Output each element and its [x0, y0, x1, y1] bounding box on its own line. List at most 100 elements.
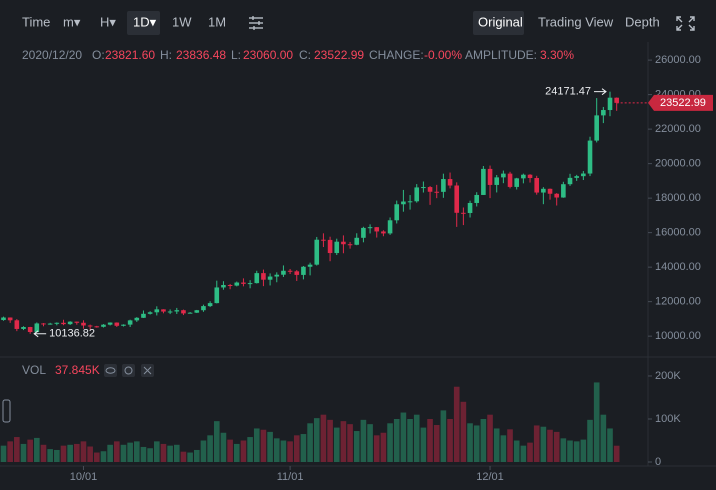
volume-bar — [100, 451, 107, 462]
candle-body — [474, 194, 480, 203]
candle-body — [567, 177, 573, 185]
volume-bar — [427, 418, 433, 462]
view-button[interactable]: Original — [478, 14, 523, 29]
interval-button[interactable]: 1D▾ — [133, 14, 157, 29]
volume-bar — [440, 410, 447, 462]
candle-body — [114, 322, 120, 326]
candle-body — [241, 282, 246, 284]
candle-body — [347, 244, 353, 246]
candle-body — [207, 303, 213, 307]
candle-body — [174, 310, 180, 312]
candle-body — [447, 179, 453, 186]
volume-bar — [313, 418, 320, 462]
candle-body — [561, 184, 566, 198]
candle-body — [94, 326, 100, 328]
x-tick-label: 10/01 — [70, 471, 98, 483]
volume-bar — [327, 419, 333, 462]
volume-bar — [34, 437, 40, 462]
candle-body — [507, 173, 513, 187]
candle-body — [387, 220, 393, 234]
volume-bar — [580, 439, 587, 462]
candle-body — [247, 283, 253, 285]
candle-body — [301, 266, 306, 275]
interval-button[interactable]: m▾ — [63, 14, 81, 29]
volume-tools[interactable] — [104, 364, 154, 377]
candle-body — [14, 320, 20, 329]
candle-body — [354, 237, 360, 245]
volume-bar — [67, 444, 73, 462]
high-annotation: 24171.47 — [545, 86, 591, 98]
volume-bar — [287, 441, 293, 462]
volume-bar — [373, 435, 380, 462]
candle-body — [587, 140, 593, 174]
candle-body — [401, 201, 406, 205]
interval-button[interactable]: Time — [22, 14, 50, 29]
candle-body — [601, 110, 606, 116]
info-change: -0.00% — [424, 48, 462, 62]
info-line: 2020/12/20 O: 23821.60 H: 23836.48 L: 23060.00… — [22, 48, 574, 62]
volume-bar — [433, 425, 440, 462]
settings-icon[interactable] — [249, 16, 263, 30]
volume-bar — [280, 440, 287, 462]
volume-current: 37.845K — [55, 363, 100, 377]
candle-body — [194, 310, 200, 313]
volume-bar — [300, 434, 307, 462]
candle-body — [47, 323, 53, 325]
view-button[interactable]: Depth — [625, 14, 660, 29]
volume-bar — [114, 441, 120, 462]
volume-bar — [220, 432, 227, 462]
candle-body — [227, 285, 233, 287]
candle-body — [54, 322, 60, 324]
candle-body — [494, 177, 500, 185]
view-button[interactable]: Trading View — [538, 14, 614, 29]
volume-bar — [333, 427, 340, 462]
volume-bar — [493, 428, 500, 462]
side-tab[interactable] — [2, 399, 11, 423]
candle-body — [547, 188, 553, 194]
candle-body — [307, 264, 313, 267]
low-annotation: 10136.82 — [49, 328, 95, 340]
interval-button[interactable]: 1W — [172, 14, 192, 29]
volume-bar — [587, 419, 593, 462]
volume-bar — [413, 414, 420, 462]
candle-body — [534, 178, 539, 193]
candle-body — [81, 322, 86, 326]
volume-title: VOL — [22, 363, 46, 377]
volume-bar — [273, 438, 280, 462]
plot: 10000.00 12000.00 14000.00 16000.00 18000.00… — [0, 54, 713, 483]
candle-body — [427, 187, 433, 192]
candle-body — [261, 273, 266, 280]
x-tick-label: 12/01 — [476, 471, 504, 483]
y-tick-label: 20000.00 — [655, 158, 701, 170]
volume-bar — [527, 442, 533, 462]
volume-bar — [80, 441, 87, 462]
candle-body — [274, 274, 280, 277]
fullscreen-icon[interactable] — [676, 16, 695, 31]
interval-button[interactable]: 1M — [208, 14, 226, 29]
interval-button[interactable]: H▾ — [100, 14, 116, 29]
candle-body — [527, 174, 533, 179]
candle-body — [201, 306, 206, 311]
volume-bar — [127, 442, 133, 462]
info-low: 23060.00 — [243, 48, 293, 62]
volume-bar — [267, 431, 273, 462]
volume-bar — [240, 440, 247, 462]
y-tick-label: 26000.00 — [655, 54, 701, 66]
volume-bar — [60, 445, 67, 462]
volume-bar — [153, 441, 160, 462]
candle-body — [481, 168, 486, 195]
info-amplitude: 3.30% — [540, 48, 574, 62]
candle-body — [87, 325, 93, 327]
candle-body — [414, 187, 420, 202]
candle-body — [167, 311, 173, 313]
candle-body — [441, 179, 446, 192]
volume-bar — [353, 431, 360, 462]
active-view — [473, 11, 524, 35]
volume-bar — [553, 431, 560, 462]
candle-body — [34, 323, 40, 333]
volume-bar — [513, 440, 520, 462]
volume-bar — [560, 438, 567, 462]
candle-body — [607, 97, 613, 111]
volume-bar — [453, 386, 460, 462]
